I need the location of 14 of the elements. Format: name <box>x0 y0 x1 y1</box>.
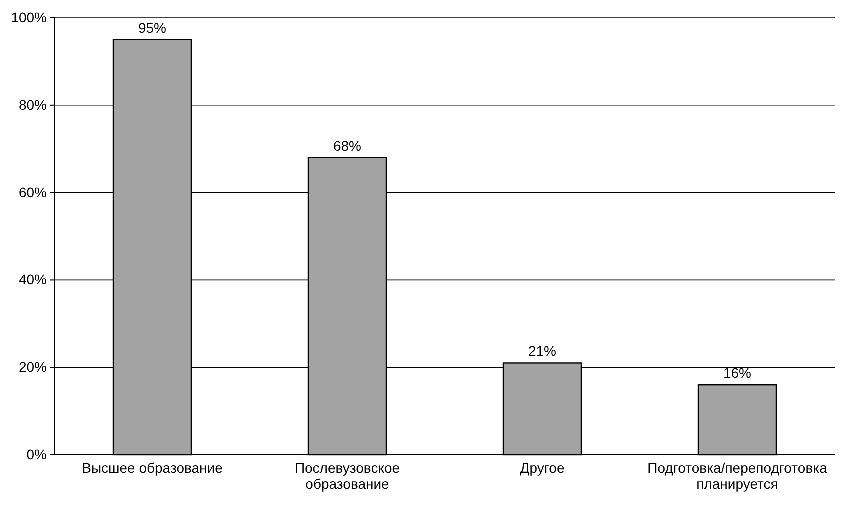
y-tick-label: 40% <box>18 272 47 288</box>
x-tick-label: Другое <box>520 460 565 476</box>
data-label: 21% <box>528 343 557 360</box>
x-tick-label: Послевузовское образование <box>294 460 400 492</box>
data-label: 95% <box>138 20 167 36</box>
y-tick-label: 0% <box>26 446 47 462</box>
y-tick-label: 20% <box>18 359 47 376</box>
y-tick-label: 80% <box>18 96 47 113</box>
y-tick-label: 60% <box>18 184 47 200</box>
x-tick-label: Подготовка/переподготовка планируется <box>648 460 828 492</box>
data-label: 68% <box>333 138 362 154</box>
data-label: 16% <box>723 365 752 382</box>
x-tick-label: Высшее образование <box>82 460 224 476</box>
y-tick-label: 100% <box>11 9 47 26</box>
